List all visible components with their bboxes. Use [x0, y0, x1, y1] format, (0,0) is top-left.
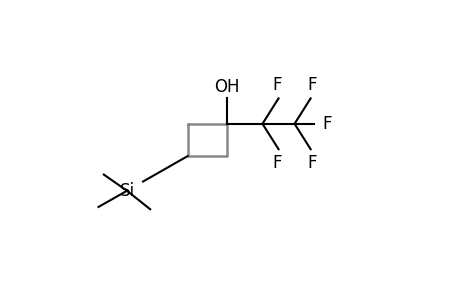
Text: F: F: [307, 76, 316, 94]
Text: F: F: [321, 115, 330, 133]
Text: F: F: [271, 154, 281, 172]
Text: F: F: [307, 154, 316, 172]
Text: F: F: [271, 76, 281, 94]
Text: OH: OH: [213, 78, 239, 96]
Text: Si: Si: [119, 182, 134, 200]
